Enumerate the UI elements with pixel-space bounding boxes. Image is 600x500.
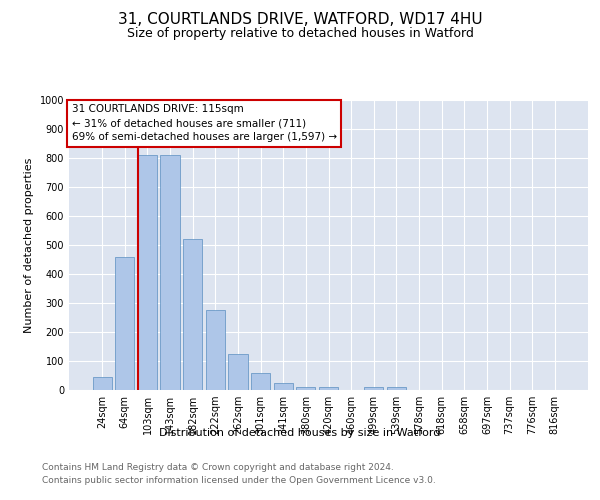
Bar <box>251 372 270 390</box>
Bar <box>364 387 383 390</box>
Bar <box>319 386 338 390</box>
Bar <box>274 383 293 390</box>
Text: Distribution of detached houses by size in Watford: Distribution of detached houses by size … <box>160 428 440 438</box>
Bar <box>183 239 202 390</box>
Bar <box>296 386 316 390</box>
Bar <box>229 354 248 390</box>
Bar <box>138 155 157 390</box>
Bar <box>206 310 225 390</box>
Text: Contains public sector information licensed under the Open Government Licence v3: Contains public sector information licen… <box>42 476 436 485</box>
Text: Size of property relative to detached houses in Watford: Size of property relative to detached ho… <box>127 28 473 40</box>
Text: 31, COURTLANDS DRIVE, WATFORD, WD17 4HU: 31, COURTLANDS DRIVE, WATFORD, WD17 4HU <box>118 12 482 28</box>
Y-axis label: Number of detached properties: Number of detached properties <box>24 158 34 332</box>
Bar <box>115 256 134 390</box>
Bar <box>92 376 112 390</box>
Text: 31 COURTLANDS DRIVE: 115sqm
← 31% of detached houses are smaller (711)
69% of se: 31 COURTLANDS DRIVE: 115sqm ← 31% of det… <box>71 104 337 142</box>
Bar <box>160 155 180 390</box>
Text: Contains HM Land Registry data © Crown copyright and database right 2024.: Contains HM Land Registry data © Crown c… <box>42 462 394 471</box>
Bar <box>387 387 406 390</box>
